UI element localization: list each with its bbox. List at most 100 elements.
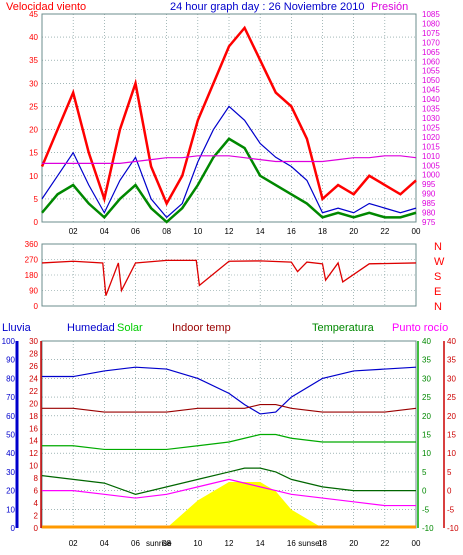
rain-tick-7: 70 [6, 393, 15, 402]
humidity-tick-5: 10 [29, 462, 38, 471]
compass-label-2: S [434, 271, 441, 283]
humidity-tick-14: 28 [29, 349, 38, 358]
humidity-tick-12: 24 [29, 374, 38, 383]
pressure-tick-11: 1030 [422, 114, 440, 123]
climate-x-tick-8: 16 [287, 539, 296, 548]
rain-axis-title: Lluvia [2, 322, 32, 334]
wind-tick-3: 15 [29, 149, 38, 158]
dew-tick-5: 15 [447, 431, 456, 440]
rain-tick-3: 30 [6, 468, 15, 477]
climate-x-tick-5: 10 [193, 539, 202, 548]
direction-series [41, 259, 417, 296]
wind-tick-0: 0 [34, 218, 39, 227]
rain-tick-5: 50 [6, 431, 15, 440]
temperature-tick-5: 15 [422, 431, 431, 440]
wind-average-line [41, 105, 417, 219]
pressure-tick-22: 1085 [422, 10, 440, 19]
wind-axis-title: Velocidad viento [6, 1, 86, 13]
pressure-tick-13: 1040 [422, 95, 440, 104]
wind-x-tick-6: 14 [256, 227, 265, 236]
dew-tick-6: 20 [447, 412, 456, 421]
humidity-tick-15: 30 [29, 337, 38, 346]
pressure-tick-6: 1005 [422, 161, 440, 170]
pressure-tick-2: 985 [422, 199, 436, 208]
dew-tick-7: 25 [447, 393, 456, 402]
dew-point-line [42, 478, 416, 507]
wind-x-tick-7: 16 [287, 227, 296, 236]
wind-tick-6: 30 [29, 79, 38, 88]
climate-x-tick-12: 22 [380, 539, 389, 548]
rain-tick-2: 20 [6, 487, 15, 496]
humidity-tick-10: 20 [29, 399, 38, 408]
rain-tick-9: 90 [6, 356, 15, 365]
direction-tick-4: 360 [25, 240, 39, 249]
temperature-tick-4: 10 [422, 449, 431, 458]
pressure-tick-15: 1050 [422, 76, 440, 85]
humidity-tick-0: 0 [34, 524, 39, 533]
wind-x-ticks: 02 04 06 08 10 12 14 16 18 20 22 00 [69, 227, 421, 236]
dew-tick-4: 10 [447, 449, 456, 458]
dew-tick-1: -5 [447, 505, 455, 514]
wind-x-tick-3: 08 [162, 227, 171, 236]
temperature-tick-10: 40 [422, 337, 431, 346]
pressure-tick-9: 1020 [422, 133, 440, 142]
pressure-tick-0: 975 [422, 218, 436, 227]
climate-x-tick-13: 00 [412, 539, 421, 548]
indoor-temp-line [42, 403, 417, 413]
solar-label: Solar [117, 322, 143, 334]
climate-x-tick-4: 08 [162, 539, 171, 548]
wind-tick-1: 5 [34, 195, 39, 204]
rain-tick-10: 100 [2, 337, 16, 346]
direction-tick-3: 270 [25, 256, 39, 265]
wind-tick-5: 25 [29, 102, 38, 111]
dew-tick-3: 5 [447, 468, 452, 477]
indoor-temp-label: Indoor temp [172, 322, 231, 334]
humidity-tick-11: 22 [29, 387, 38, 396]
rain-tick-8: 80 [6, 374, 15, 383]
direction-ticks: 0 90 180 270 360 [25, 240, 39, 311]
outdoor-temp-line [41, 467, 416, 495]
compass-label-3: E [434, 286, 441, 298]
rain-tick-6: 60 [6, 412, 15, 421]
pressure-tick-19: 1070 [422, 38, 440, 47]
direction-tick-2: 180 [25, 271, 39, 280]
temperature-tick-9: 35 [422, 356, 431, 365]
climate-x-tick-1: 04 [100, 539, 109, 548]
compass-label-4: N [434, 301, 442, 313]
wind-x-tick-2: 06 [131, 227, 140, 236]
pressure-tick-7: 1010 [422, 152, 440, 161]
temperature-tick-3: 5 [422, 468, 427, 477]
wind-x-tick-5: 12 [225, 227, 234, 236]
wind-x-tick-4: 10 [193, 227, 202, 236]
pressure-tick-14: 1045 [422, 86, 440, 95]
rain-tick-1: 10 [6, 505, 15, 514]
humidity-line [42, 366, 417, 415]
climate-x-tick-11: 20 [349, 539, 358, 548]
climate-x-tick-3: sunrise [146, 539, 172, 548]
pressure-ticks: 9759809859909951000100510101015102010251… [422, 10, 440, 227]
wind-gust-line [40, 25, 417, 207]
climate-x-tick-2: 06 [131, 539, 140, 548]
wind-x-tick-11: 00 [412, 227, 421, 236]
pressure-tick-17: 1060 [422, 57, 440, 66]
wind-tick-7: 35 [29, 56, 38, 65]
direction-tick-1: 90 [29, 287, 38, 296]
wind-tick-4: 20 [29, 126, 38, 135]
solar-area [42, 482, 416, 528]
temperature-tick-1: -5 [422, 505, 430, 514]
pressure-tick-16: 1055 [422, 67, 440, 76]
rain-tick-4: 40 [6, 449, 15, 458]
humidity-tick-9: 18 [29, 412, 38, 421]
climate-x-tick-0: 02 [69, 539, 78, 548]
wind-green-line [41, 137, 417, 224]
humidity-tick-3: 6 [34, 487, 39, 496]
wind-x-tick-8: 18 [318, 227, 327, 236]
dew-tick-10: 40 [447, 337, 456, 346]
pressure-tick-21: 1080 [422, 19, 440, 28]
dew-tick-8: 30 [447, 374, 456, 383]
wind-speed-ticks: 0 5 10 15 20 25 30 35 40 45 [29, 10, 38, 227]
wind-tick-8: 40 [29, 33, 38, 42]
wind-direction-line [41, 259, 417, 296]
